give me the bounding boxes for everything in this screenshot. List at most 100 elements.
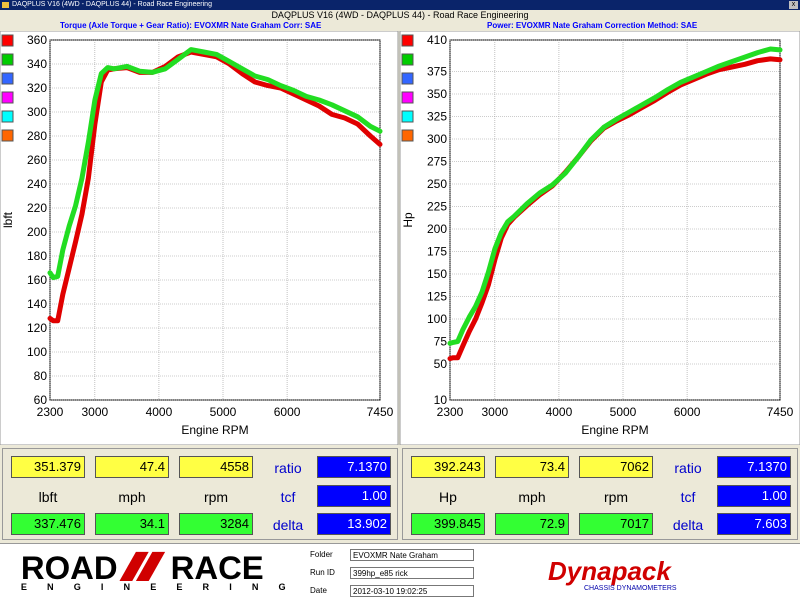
y-tick-label: 250 (427, 177, 447, 191)
torque-delta-label: delta (272, 517, 304, 533)
torque-chart: 60 80 100 120 140 160 180 200 220 240 260 280 300 320… (1, 33, 394, 437)
x-tick-label: 4000 (146, 405, 173, 419)
torque-mph-label: mph (118, 489, 146, 505)
power-readout-panel: 392.243 73.4 7062 Hp mph rpm 399.845 72.… (402, 448, 798, 540)
y-tick-label: 175 (427, 245, 447, 259)
power-series-swatches[interactable] (401, 34, 414, 142)
y-tick-label: 10 (434, 393, 448, 407)
y-tick-label: 360 (27, 33, 47, 47)
power-delta-value: 7.603 (717, 513, 791, 535)
x-tick-label: 6000 (274, 405, 301, 419)
series-swatch[interactable] (401, 53, 414, 66)
folder-label: Folder (310, 550, 333, 559)
torque-delta-value: 13.902 (317, 513, 391, 535)
torque-ratio-label: ratio (274, 460, 302, 476)
y-tick-label: 150 (427, 267, 447, 281)
y-tick-label: 200 (27, 225, 47, 239)
series-swatch[interactable] (1, 91, 14, 104)
power-chart: 10 50 75 100 125 150 175 200 225 250 275 300 325 350 3… (401, 33, 794, 437)
dynapack-brand: Dynapack (548, 556, 672, 586)
series-swatch[interactable] (1, 34, 14, 47)
series-line-green (447, 46, 783, 346)
run-id-field[interactable]: 399hp_e85 rick (350, 567, 474, 579)
logo-tagline: E N G I N E E R I N G (21, 582, 286, 592)
y-tick-label: 100 (27, 345, 47, 359)
y-tick-label: 100 (427, 312, 447, 326)
series-swatch[interactable] (401, 34, 414, 47)
x-tick-label: 6000 (674, 405, 701, 419)
y-tick-label: 140 (27, 297, 47, 311)
y-tick-label: 240 (27, 177, 47, 191)
logo-stripe-1 (119, 551, 149, 582)
series-swatch[interactable] (1, 53, 14, 66)
logo-stripe-2 (135, 551, 166, 582)
y-tick-label: 410 (427, 33, 447, 47)
y-tick-label: 275 (427, 155, 447, 169)
series-line-green (47, 47, 383, 281)
y-tick-label: 375 (427, 65, 447, 79)
torque-chart-header: Torque (Axle Torque + Gear Ratio): EVOXM… (60, 21, 322, 30)
series-swatch[interactable] (401, 129, 414, 142)
y-tick-label: 75 (434, 335, 448, 349)
x-tick-label: 5000 (610, 405, 637, 419)
x-tick-label: 3000 (482, 405, 509, 419)
run-id-label: Run ID (310, 568, 335, 577)
power-compare-value: 399.845 (411, 513, 485, 535)
series-swatch[interactable] (401, 91, 414, 104)
dynapack-logo: Dynapack CHASSIS DYNAMOMETERS (548, 556, 677, 592)
torque-unit-label: lbft (38, 489, 58, 505)
x-tick-label: 2300 (437, 405, 464, 419)
y-tick-label: 180 (27, 249, 47, 263)
x-tick-label: 2300 (37, 405, 64, 419)
series-swatch[interactable] (401, 110, 414, 123)
torque-peak-value: 351.379 (11, 456, 85, 478)
plot-frame (449, 39, 781, 401)
series-swatch[interactable] (1, 129, 14, 142)
date-field[interactable]: 2012-03-10 19:02:25 (350, 585, 474, 597)
torque-series-swatches[interactable] (1, 34, 14, 142)
folder-field[interactable]: EVOXMR Nate Graham (350, 549, 474, 561)
x-tick-label: 5000 (210, 405, 237, 419)
power-peak-value: 392.243 (411, 456, 485, 478)
series-swatch[interactable] (1, 110, 14, 123)
x-axis-label: Engine RPM (581, 423, 648, 437)
y-tick-label: 340 (27, 57, 47, 71)
window-titlebar: DAQPLUS V16 (4WD - DAQPLUS 44) - Road Ra… (0, 0, 800, 10)
window-title: DAQPLUS V16 (4WD - DAQPLUS 44) - Road Ra… (12, 1, 212, 8)
power-unit-label: Hp (439, 489, 457, 505)
date-label: Date (310, 586, 327, 595)
power-ratio-value: 7.1370 (717, 456, 791, 478)
power-tcf-label: tcf (680, 489, 696, 505)
torque-ratio-value: 7.1370 (317, 456, 391, 478)
y-tick-label: 125 (427, 290, 447, 304)
charts-svg: 60 80 100 120 140 160 180 200 220 240 260 280 300 320… (0, 30, 800, 446)
logo-word-race: RACE (171, 550, 264, 586)
y-tick-label: 280 (27, 129, 47, 143)
power-peak-mph: 73.4 (495, 456, 569, 478)
series-swatch[interactable] (1, 72, 14, 85)
report-subtitle: DAQPLUS V16 (4WD - DAQPLUS 44) - Road Ra… (0, 10, 800, 20)
x-tick-label: 7450 (767, 405, 794, 419)
torque-tcf-label: tcf (280, 489, 296, 505)
power-delta-label: delta (672, 517, 704, 533)
y-tick-label: 60 (34, 393, 48, 407)
y-tick-label: 160 (27, 273, 47, 287)
torque-rpm-label: rpm (203, 489, 229, 505)
close-button[interactable]: x (789, 1, 798, 9)
y-tick-label: 350 (427, 87, 447, 101)
chart-area: 60 80 100 120 140 160 180 200 220 240 260 280 300 320… (0, 30, 800, 446)
y-axis-label: Hp (401, 212, 415, 228)
y-tick-label: 200 (427, 222, 447, 236)
power-compare-mph: 72.9 (495, 513, 569, 535)
road-race-logo: ROAD RACE E N G I N E E R I N G (21, 550, 286, 592)
x-tick-label: 4000 (546, 405, 573, 419)
power-mph-label: mph (518, 489, 546, 505)
report-footer: ROAD RACE E N G I N E E R I N G Folder R… (0, 543, 800, 600)
power-rpm-label: rpm (603, 489, 629, 505)
series-swatch[interactable] (401, 72, 414, 85)
torque-peak-mph: 47.4 (95, 456, 169, 478)
torque-tcf-value: 1.00 (317, 485, 391, 507)
y-tick-label: 80 (34, 369, 48, 383)
x-axis-label: Engine RPM (181, 423, 248, 437)
y-tick-label: 320 (27, 81, 47, 95)
